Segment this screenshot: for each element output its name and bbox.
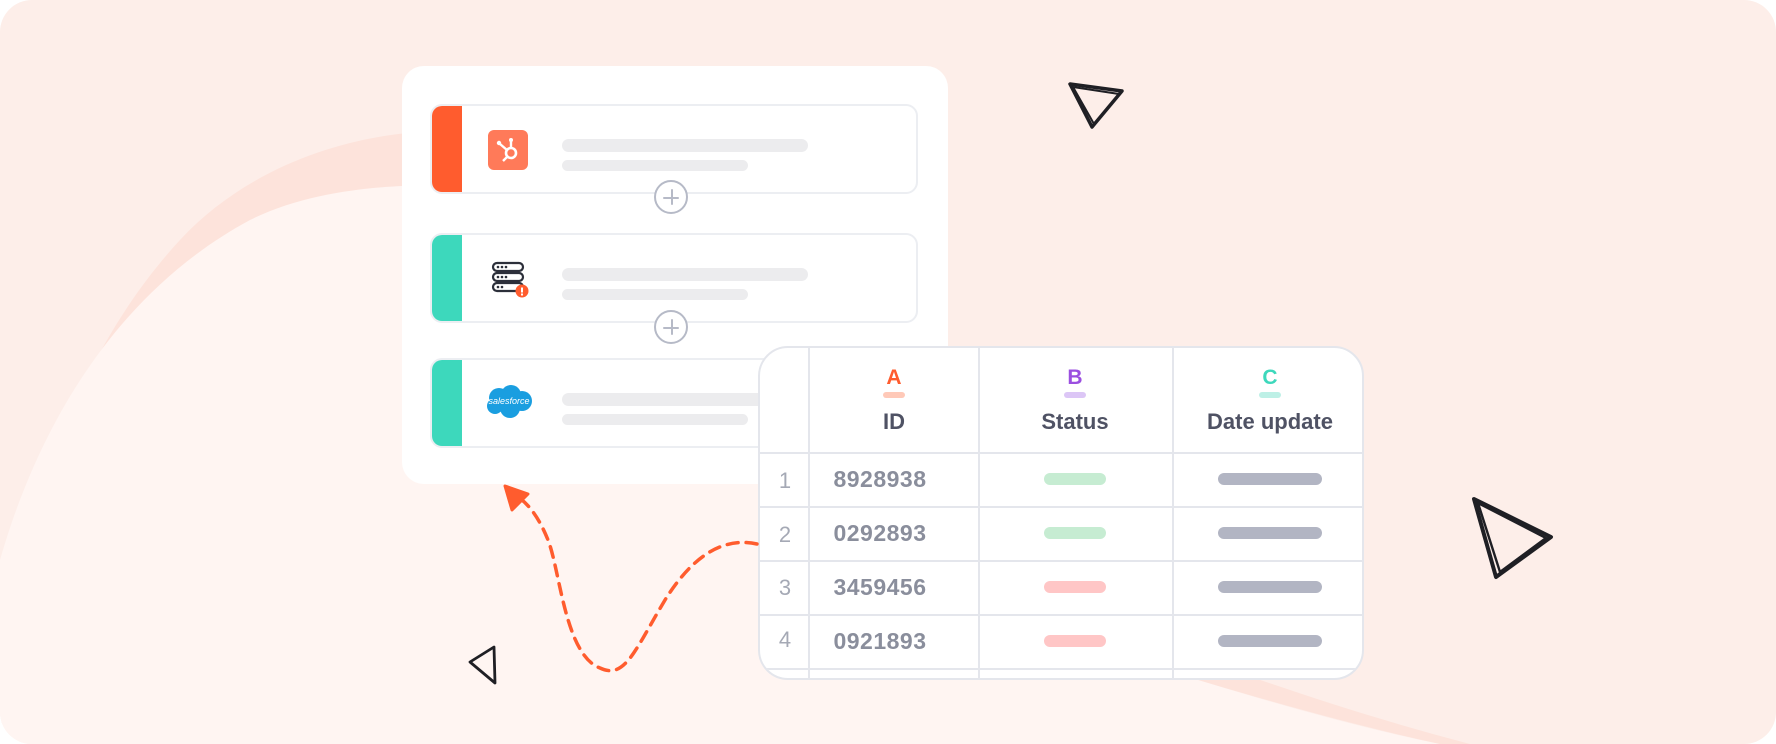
integration-row-database[interactable] — [430, 233, 918, 323]
status-indicator — [1044, 473, 1106, 485]
column-letter-underline — [1259, 392, 1281, 398]
hubspot-icon — [488, 130, 530, 172]
column-letter-underline — [1064, 392, 1086, 398]
id-cell: 0921893 — [833, 628, 927, 654]
placeholder-line — [562, 393, 808, 406]
row-accent-stripe — [432, 235, 462, 321]
placeholder-line — [562, 414, 748, 425]
column-title: Date update — [1207, 409, 1333, 434]
database-icon — [488, 259, 530, 301]
placeholder-line — [562, 160, 748, 171]
add-step-button[interactable] — [654, 180, 688, 214]
date-placeholder — [1218, 635, 1322, 647]
column-letter-underline — [883, 392, 905, 398]
id-cell: 3459456 — [833, 574, 927, 600]
row-accent-stripe — [432, 106, 462, 192]
row-number: 4 — [778, 627, 792, 652]
date-placeholder — [1218, 473, 1322, 485]
placeholder-line — [562, 268, 808, 281]
date-placeholder — [1218, 527, 1322, 539]
column-title: Status — [1041, 409, 1109, 434]
row-accent-stripe — [432, 360, 462, 446]
placeholder-line — [562, 289, 748, 300]
row-number: 1 — [778, 468, 792, 493]
status-indicator — [1044, 635, 1106, 647]
column-letter: B — [1067, 366, 1083, 389]
row-number: 3 — [778, 575, 792, 600]
column-letter: A — [886, 366, 902, 389]
salesforce-icon: salesforce — [484, 382, 534, 422]
date-placeholder — [1218, 581, 1322, 593]
placeholder-line — [562, 139, 808, 152]
column-title: ID — [883, 409, 905, 434]
add-step-button[interactable] — [654, 310, 688, 344]
id-cell: 0292893 — [833, 520, 927, 546]
id-cell: 8928938 — [833, 466, 927, 492]
status-indicator — [1044, 527, 1106, 539]
spreadsheet-table: A ID B Status C Date update 1 8928938 2 … — [758, 346, 1364, 680]
column-letter: C — [1262, 366, 1278, 389]
salesforce-logo-text: salesforce — [488, 396, 530, 406]
status-indicator — [1044, 581, 1106, 593]
row-number: 2 — [778, 522, 792, 547]
